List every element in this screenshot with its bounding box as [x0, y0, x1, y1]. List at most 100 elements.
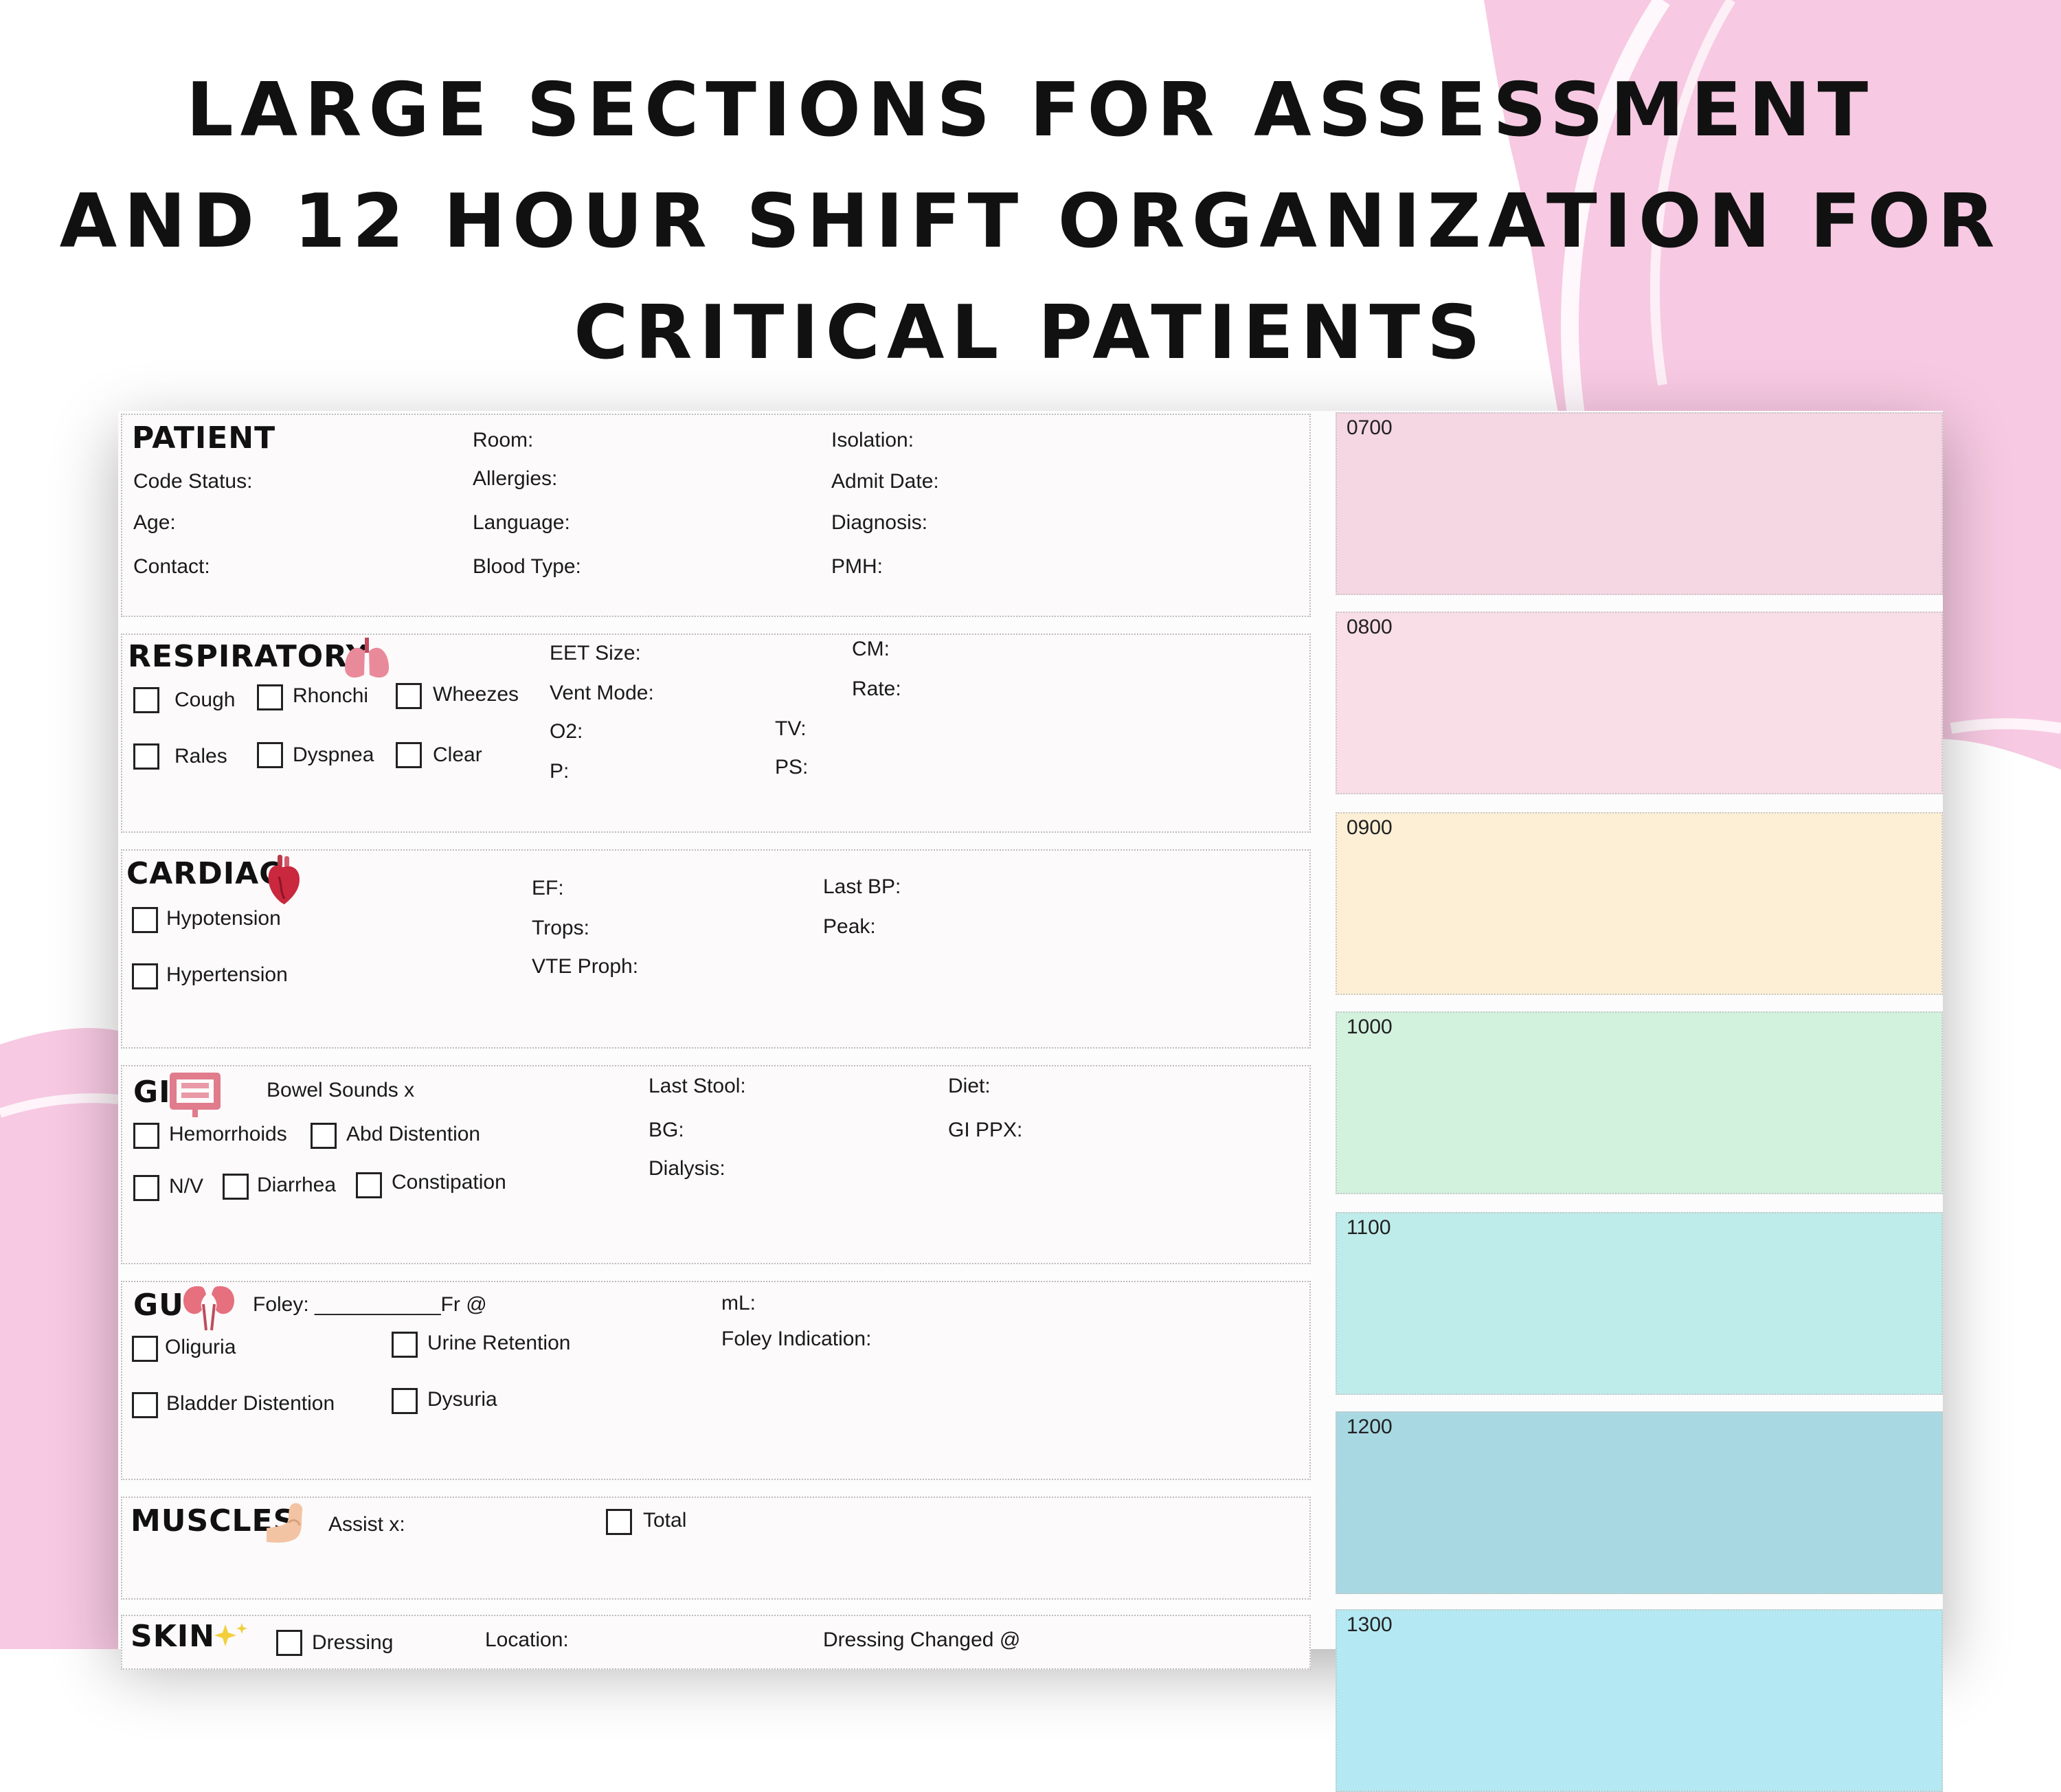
abd-distention-checkbox[interactable]: [311, 1123, 337, 1149]
rate-label: Rate:: [852, 677, 901, 700]
clear-checkbox[interactable]: [396, 742, 422, 768]
patient-title: PATIENT: [132, 421, 276, 456]
kidneys-icon: [183, 1286, 235, 1331]
rales-label: Rales: [174, 745, 227, 768]
flexed-arm-icon: [267, 1503, 303, 1543]
respiratory-title: RESPIRATORY: [128, 639, 369, 674]
time-slot-label: 1200: [1347, 1415, 1393, 1438]
vte-proph-label: VTE Proph:: [532, 955, 639, 978]
oliguria-label: Oliguria: [165, 1336, 236, 1358]
time-slot-1300[interactable]: 1300: [1336, 1609, 1943, 1792]
dysuria-label: Dysuria: [427, 1388, 497, 1411]
hypertension-checkbox[interactable]: [132, 963, 158, 989]
location-label: Location:: [485, 1628, 569, 1651]
time-slot-label: 0700: [1347, 416, 1393, 439]
diagnosis-label: Diagnosis:: [831, 511, 928, 534]
gu-title: GU: [133, 1288, 184, 1323]
sparkle-icon: [214, 1623, 247, 1646]
blood-type-label: Blood Type:: [473, 555, 581, 578]
ps-label: PS:: [775, 756, 809, 779]
nv-checkbox[interactable]: [133, 1175, 159, 1201]
eet-size-label: EET Size:: [550, 642, 641, 664]
rhonchi-checkbox[interactable]: [257, 684, 283, 710]
contact-label: Contact:: [133, 555, 210, 578]
dysuria-checkbox[interactable]: [392, 1388, 418, 1414]
wheezes-label: Wheezes: [433, 683, 519, 706]
age-label: Age:: [133, 511, 176, 534]
cough-label: Cough: [174, 688, 236, 711]
time-slot-0800[interactable]: 0800: [1336, 612, 1943, 794]
urine-retention-checkbox[interactable]: [392, 1332, 418, 1358]
dyspnea-checkbox[interactable]: [257, 742, 283, 768]
p-label: P:: [550, 760, 570, 783]
time-slot-label: 0800: [1347, 616, 1393, 638]
vent-mode-label: Vent Mode:: [550, 682, 654, 704]
time-slot-1200[interactable]: 1200: [1336, 1411, 1943, 1594]
foley-indication-label: Foley Indication:: [721, 1328, 872, 1350]
dialysis-label: Dialysis:: [649, 1157, 725, 1180]
peak-label: Peak:: [823, 915, 876, 938]
urine-retention-label: Urine Retention: [427, 1332, 571, 1354]
ml-label: mL:: [721, 1292, 756, 1314]
diarrhea-checkbox[interactable]: [223, 1174, 249, 1200]
tv-label: TV:: [775, 717, 807, 740]
bladder-distention-checkbox[interactable]: [132, 1392, 158, 1418]
dyspnea-label: Dyspnea: [293, 743, 374, 766]
pmh-label: PMH:: [831, 555, 883, 578]
time-slot-1100[interactable]: 1100: [1336, 1212, 1943, 1395]
nv-label: N/V: [169, 1175, 204, 1198]
rhonchi-label: Rhonchi: [293, 684, 369, 707]
constipation-checkbox[interactable]: [356, 1172, 382, 1198]
time-slot-1000[interactable]: 1000: [1336, 1011, 1943, 1194]
code-status-label: Code Status:: [133, 470, 253, 493]
dressing-changed-label: Dressing Changed @: [823, 1628, 1021, 1651]
muscles-section: MUSCLES Assist x: Total: [121, 1497, 1311, 1600]
headline-line-1: LARGE SECTIONS FOR ASSESSMENT: [185, 67, 1876, 153]
skin-title: SKIN: [131, 1619, 215, 1654]
cm-label: CM:: [852, 638, 890, 660]
assist-label: Assist x:: [328, 1513, 405, 1536]
language-label: Language:: [473, 511, 570, 534]
isolation-label: Isolation:: [831, 429, 914, 451]
time-slot-0700[interactable]: 0700: [1336, 412, 1943, 595]
clear-label: Clear: [433, 743, 482, 766]
cardiac-section: CARDIAC Hypotension Hypertension EF: Tro…: [121, 849, 1311, 1049]
total-checkbox[interactable]: [606, 1509, 632, 1535]
total-label: Total: [643, 1509, 687, 1532]
bowel-sounds-label: Bowel Sounds x: [267, 1079, 415, 1101]
report-sheet: PATIENT Room: Isolation: Code Status: Al…: [118, 411, 1943, 1792]
diarrhea-label: Diarrhea: [257, 1174, 337, 1196]
hypotension-checkbox[interactable]: [132, 907, 158, 933]
constipation-label: Constipation: [392, 1171, 506, 1194]
trops-label: Trops:: [532, 917, 589, 939]
gi-ppx-label: GI PPX:: [948, 1119, 1023, 1141]
hemorrhoids-label: Hemorrhoids: [169, 1123, 287, 1145]
time-slot-0900[interactable]: 0900: [1336, 812, 1943, 995]
respiratory-section: RESPIRATORY Cough Rhonchi Wheezes Rales …: [121, 634, 1311, 833]
wheezes-checkbox[interactable]: [396, 683, 422, 709]
time-slot-label: 1000: [1347, 1016, 1393, 1038]
cardiac-title: CARDIAC: [126, 856, 282, 891]
headline-line-3: CRITICAL PATIENTS: [574, 290, 1487, 376]
cough-checkbox[interactable]: [133, 687, 159, 713]
abd-distention-label: Abd Distention: [346, 1123, 481, 1145]
dressing-checkbox[interactable]: [276, 1630, 302, 1656]
time-slot-label: 1300: [1347, 1613, 1393, 1636]
gu-section: GU Foley: ___________Fr @ mL: Foley Indi…: [121, 1281, 1311, 1480]
oliguria-checkbox[interactable]: [132, 1336, 158, 1362]
hemorrhoids-checkbox[interactable]: [133, 1123, 159, 1149]
allergies-label: Allergies:: [473, 467, 558, 490]
admit-date-label: Admit Date:: [831, 470, 939, 493]
rales-checkbox[interactable]: [133, 743, 159, 770]
o2-label: O2:: [550, 720, 583, 743]
last-stool-label: Last Stool:: [649, 1075, 746, 1097]
time-slot-label: 1100: [1347, 1216, 1391, 1239]
room-label: Room:: [473, 429, 534, 451]
headline-line-2: AND 12 HOUR SHIFT ORGANIZATION FOR: [59, 179, 2002, 265]
intestine-icon: [170, 1073, 221, 1117]
skin-section: SKIN Dressing Location: Dressing Changed…: [121, 1615, 1311, 1670]
last-bp-label: Last BP:: [823, 875, 901, 898]
gi-title: GI: [133, 1075, 171, 1110]
bladder-distention-label: Bladder Distention: [166, 1392, 335, 1415]
time-slot-label: 0900: [1347, 816, 1393, 839]
